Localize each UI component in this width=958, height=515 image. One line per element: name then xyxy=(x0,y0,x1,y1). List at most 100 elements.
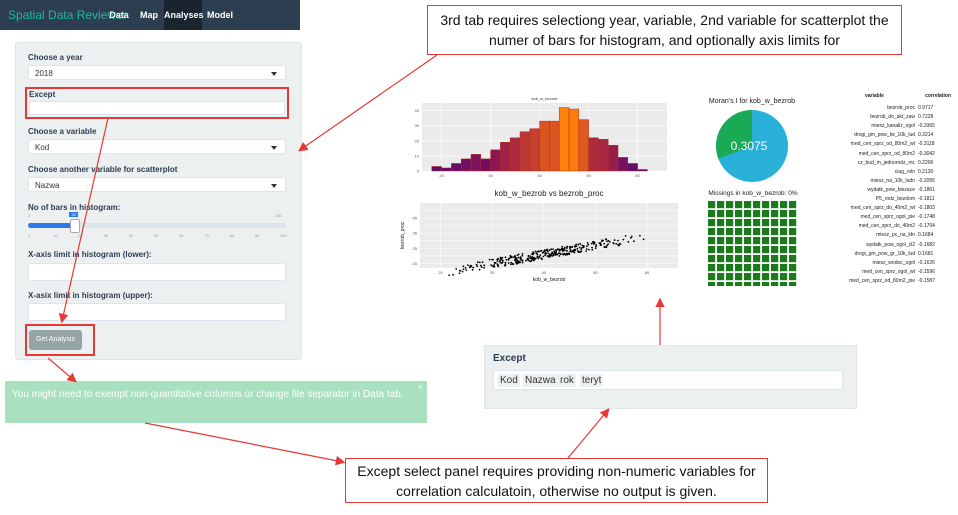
corr-variable-cell: miesz_kanaliz_ogol xyxy=(871,123,915,130)
moran-value: 0.3075 xyxy=(731,139,768,153)
corr-value-cell: -0.1682 xyxy=(918,241,935,248)
scatter-point xyxy=(534,250,537,253)
corr-variable-cell: med_cen_sprz_od_80m2_wt xyxy=(850,141,915,148)
tab-map[interactable]: Map xyxy=(140,10,158,20)
scatter-point xyxy=(527,259,530,262)
scatter-point xyxy=(616,239,619,242)
scatter-point xyxy=(496,260,499,262)
close-icon[interactable]: × xyxy=(417,382,423,392)
x-tick-label: 40 xyxy=(542,270,547,275)
waffle-cell xyxy=(717,282,725,286)
scatter-point xyxy=(586,242,589,244)
waffle-cell xyxy=(753,210,761,218)
tab-analyses[interactable]: Analyses xyxy=(164,0,204,30)
slider-track[interactable] xyxy=(28,223,286,228)
scatter-point xyxy=(532,259,535,262)
except-chip[interactable]: teryt xyxy=(580,374,604,387)
scatter-point xyxy=(516,254,519,257)
y-tick-label: 30 xyxy=(415,123,420,128)
waffle-cell xyxy=(708,228,716,236)
slider-handle[interactable] xyxy=(70,219,81,233)
correlation-table: variable correlation bezrob_proc 0.9717 bezr… xyxy=(838,93,953,288)
variable-value: Kod xyxy=(35,143,50,152)
scatter-point xyxy=(591,248,594,251)
variable2-value: Nazwa xyxy=(35,181,60,190)
scatter-point xyxy=(541,258,543,260)
scatter-point xyxy=(481,261,484,264)
scatter-point xyxy=(491,265,494,267)
year-label: Choose a year xyxy=(28,53,83,62)
corr-variable-cell: bezrob_proc xyxy=(887,105,915,111)
except-input[interactable] xyxy=(29,101,285,115)
except-panel-input[interactable]: Kod Nazwa rok teryt xyxy=(493,370,843,390)
except-label: Except xyxy=(29,90,56,99)
y-tick-label: 25 xyxy=(413,246,418,251)
scatter-point xyxy=(529,255,532,258)
tab-data[interactable]: Data xyxy=(109,10,129,20)
variable2-select[interactable]: Nazwa xyxy=(28,177,286,192)
waffle-cell xyxy=(735,282,743,286)
get-analysis-button[interactable]: Get Analysis xyxy=(29,330,82,350)
scatter-point xyxy=(582,246,584,249)
corr-variable-cell: bezrob_do_akt_zaw xyxy=(870,114,915,121)
scatter-point xyxy=(517,256,520,259)
scatter-point xyxy=(577,250,579,252)
except-chip[interactable]: rok xyxy=(558,374,576,387)
waffle-cell xyxy=(735,228,743,236)
scatter-point xyxy=(552,254,555,257)
waffle-cell xyxy=(771,219,779,227)
xupper-input[interactable] xyxy=(28,303,286,321)
scatter-point xyxy=(544,254,547,257)
waffle-cell xyxy=(789,273,797,281)
scatter-point xyxy=(574,248,576,251)
scatter-point xyxy=(538,256,541,258)
waffle-cell xyxy=(717,228,725,236)
alert-text: You might need to exempt non-quantitativ… xyxy=(12,389,404,400)
scatter-point xyxy=(519,256,522,259)
y-axis-label: bezrob_proc xyxy=(400,221,406,249)
histogram-bar xyxy=(519,131,531,172)
scatter-point xyxy=(578,246,581,249)
histogram-bar xyxy=(598,139,609,172)
variable-select[interactable]: Kod xyxy=(28,139,286,154)
scatter-point xyxy=(509,254,512,257)
waffle-cell xyxy=(753,219,761,227)
waffle-cell xyxy=(726,237,734,245)
scatter-point xyxy=(501,256,504,259)
waffle-cell xyxy=(735,237,743,245)
except-chip[interactable]: Kod xyxy=(498,374,520,387)
year-select[interactable]: 2018 xyxy=(28,65,286,80)
waffle-cell xyxy=(762,273,770,281)
y-tick-label: 15 xyxy=(413,261,418,266)
scatter-point xyxy=(452,273,454,276)
scatter-point xyxy=(575,243,578,246)
tab-model[interactable]: Model xyxy=(207,10,233,20)
waffle-cell xyxy=(780,246,788,254)
xlower-input[interactable] xyxy=(28,263,286,281)
scatter-point xyxy=(537,250,540,253)
histogram-bar xyxy=(441,167,452,172)
corr-variable-cell: med_cen_sprz_od_80m2_pie xyxy=(849,277,915,284)
arrow-alert-to-note xyxy=(144,422,346,466)
scatter-point xyxy=(466,264,469,267)
histogram-bar xyxy=(529,128,540,172)
histogram-bar xyxy=(578,119,589,172)
corr-value-cell: 0.1684 xyxy=(918,232,934,239)
corr-value-cell: 0.9717 xyxy=(918,105,934,111)
scatter-point xyxy=(575,245,578,248)
scatter-point xyxy=(448,274,451,277)
corr-variable-cell: wydatk_pow_ogol_zl2 xyxy=(866,241,915,248)
scatter-point xyxy=(458,272,461,275)
waffle-cell xyxy=(771,228,779,236)
slider-tick: 40 xyxy=(128,233,134,238)
waffle-cell xyxy=(735,273,743,281)
xupper-label: X-asix limit in histogram (upper): xyxy=(28,291,153,300)
scatter-point xyxy=(565,253,568,256)
x-tick-label: 30 xyxy=(490,270,495,275)
app-brand[interactable]: Spatial Data Reviewer xyxy=(8,8,127,22)
scatter-point xyxy=(497,258,500,260)
except-chip[interactable]: Nazwa xyxy=(523,374,558,387)
waffle-cell xyxy=(744,255,752,263)
scatter-point xyxy=(569,246,572,248)
scatter-point xyxy=(510,261,513,264)
